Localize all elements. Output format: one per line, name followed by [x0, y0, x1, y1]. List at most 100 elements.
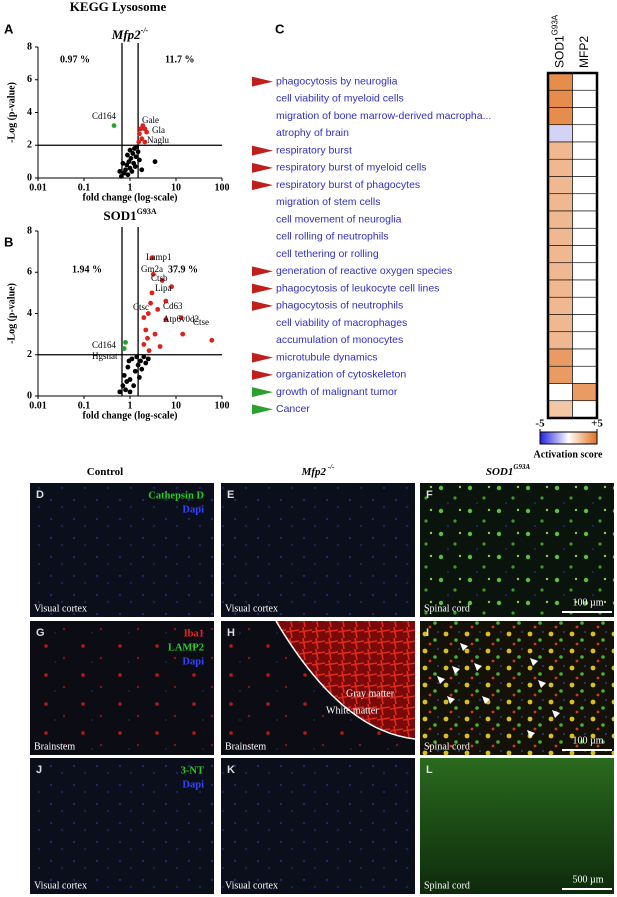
panel-letter: C: [275, 21, 285, 36]
scale-label: 100 µm: [572, 735, 603, 746]
row-arrow: [252, 162, 273, 173]
colorbar: [539, 431, 598, 445]
boundary: [275, 620, 416, 740]
annotation: Lipa: [155, 283, 172, 293]
column-header-main: Mfp2: [301, 466, 327, 478]
annotation: Gm2a: [141, 264, 163, 274]
point: [145, 311, 151, 316]
point: [118, 173, 124, 179]
annotation: 0.97 %: [60, 54, 90, 65]
heatmap-cell: [572, 210, 598, 229]
y-tick-label: 4: [27, 308, 32, 319]
micrograph: [420, 758, 614, 894]
annotation: 1.94 %: [72, 264, 102, 275]
row-label: microtubule dynamics: [276, 351, 378, 363]
point: [123, 167, 128, 173]
y-tick-label: 0: [27, 390, 32, 401]
point: [163, 317, 169, 323]
panel-letter: D: [36, 489, 44, 501]
row-label: respiratory burst of phagocytes: [276, 179, 420, 191]
point: [152, 159, 158, 165]
point: [146, 348, 152, 354]
heatmap-cell: [572, 124, 598, 143]
region-label: Brainstem: [225, 741, 266, 752]
region-label: Spinal cord: [424, 603, 470, 614]
point: [126, 358, 132, 364]
x-tick-label: 10: [171, 182, 181, 193]
annotation: Cd164: [92, 340, 117, 350]
row-label: phagocytosis of neutrophils: [276, 300, 403, 312]
arrowhead: [527, 730, 535, 738]
heatmap-cell: [547, 124, 573, 143]
point: [141, 315, 147, 321]
arrowhead: [482, 696, 490, 704]
column-header-main: Control: [87, 466, 123, 478]
arrowhead: [538, 680, 546, 688]
panel-letter: A: [4, 21, 14, 36]
row-label: respiratory burst of myeloid cells: [276, 162, 427, 174]
row-label: accumulation of monocytes: [276, 334, 403, 346]
panel-subtitle-main: SOD1: [103, 208, 136, 223]
point: [143, 327, 149, 333]
row-arrow: [252, 76, 273, 87]
row-label: phagocytosis of leukocyte cell lines: [276, 282, 439, 294]
column-label: SOD1G93A: [550, 14, 566, 68]
panel-letter: E: [227, 489, 234, 501]
region-label: Brainstem: [34, 741, 75, 752]
heatmap-cell: [547, 348, 573, 367]
micrograph: [30, 483, 214, 617]
point: [133, 154, 139, 160]
column-header: Control: [87, 466, 123, 478]
point: [145, 356, 151, 362]
region-note: Gray matter: [346, 688, 395, 699]
column-label-sup: G93A: [550, 14, 559, 35]
colorbar-label: Activation score: [534, 449, 604, 460]
row-label: respiratory burst: [276, 144, 352, 156]
point: [159, 278, 165, 283]
y-tick-label: 8: [27, 41, 32, 52]
point: [157, 344, 163, 349]
stain-label: Cathepsin D: [148, 490, 204, 501]
point: [136, 375, 142, 380]
region-label: Visual cortex: [34, 880, 87, 891]
x-tick-label: 1: [128, 182, 133, 193]
panel-letter: J: [36, 764, 42, 776]
y-tick-label: 2: [27, 140, 32, 151]
point: [138, 126, 144, 132]
heatmap-cell: [547, 279, 573, 298]
point: [134, 354, 140, 360]
y-tick-label: 2: [27, 349, 32, 360]
point: [149, 290, 155, 296]
row-label: atrophy of brain: [276, 127, 349, 139]
point: [148, 300, 153, 306]
row-arrow: [252, 266, 273, 277]
point: [178, 315, 184, 321]
heatmap-cell: [572, 279, 598, 298]
panels: A Mfp2-/--Log (p-value)fold change (log-s…: [4, 14, 614, 894]
x-tick-label: 0.01: [29, 182, 47, 193]
arrowhead: [452, 666, 460, 674]
row-arrow: [252, 387, 273, 398]
point: [144, 129, 150, 135]
annotation: Cd164: [92, 111, 117, 121]
row-arrow: [252, 283, 273, 294]
panel-letter: K: [227, 764, 235, 776]
point: [132, 164, 138, 169]
point: [125, 364, 131, 370]
point: [209, 337, 215, 343]
point: [117, 389, 123, 395]
panel-subtitle: SOD1G93A: [103, 207, 156, 223]
point: [139, 167, 145, 173]
x-tick-label: 0.01: [29, 400, 47, 411]
row-arrow: [252, 300, 273, 311]
annotation: Lamp1: [146, 252, 172, 262]
point: [139, 366, 145, 372]
arrowhead: [530, 658, 538, 666]
y-tick-label: 8: [27, 225, 32, 236]
row-label: generation of reactive oxygen species: [276, 265, 452, 277]
point: [130, 151, 136, 156]
heatmap-cell: [547, 400, 573, 419]
column-label-main: SOD1: [552, 35, 566, 68]
heatmap-cell: [572, 314, 598, 333]
y-tick-label: 4: [27, 107, 32, 118]
